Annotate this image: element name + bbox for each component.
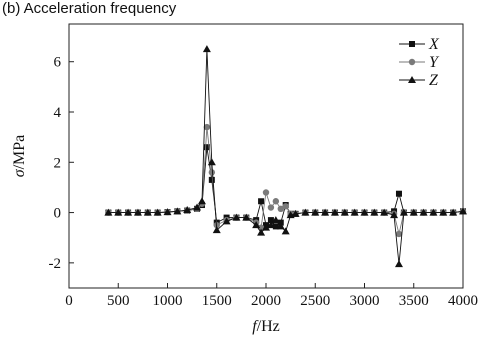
y-tick-label: 4: [54, 105, 62, 121]
data-point-z: [124, 208, 133, 216]
data-point-z: [350, 208, 359, 216]
data-point-x: [272, 223, 279, 230]
data-point-z: [222, 217, 231, 225]
legend-label: X: [428, 36, 440, 53]
chart-title: (b) Acceleration frequency: [2, 0, 177, 17]
series-y: [105, 123, 467, 238]
x-axis-unit: /Hz: [257, 318, 280, 335]
data-point-z: [252, 221, 261, 229]
data-point-z: [394, 260, 403, 268]
x-tick-label: 3000: [350, 293, 380, 309]
data-point-z: [340, 208, 349, 216]
x-tick-label: 500: [107, 293, 130, 309]
data-point-z: [114, 208, 123, 216]
y-axis-symbol: σ: [11, 168, 28, 177]
data-point-x: [208, 176, 215, 183]
data-point-z: [143, 208, 152, 216]
y-axis-title: σ/MPa: [11, 135, 28, 178]
legend-item-z: Z: [399, 72, 439, 89]
data-point-z: [439, 208, 448, 216]
legend: XYZ: [399, 36, 440, 89]
series-line-y: [108, 127, 464, 235]
data-point-z: [266, 221, 275, 229]
plot-area-border: [68, 23, 464, 289]
x-tick-label: 2500: [300, 293, 330, 309]
data-point-z: [399, 208, 408, 216]
data-point-y: [395, 230, 403, 238]
legend-label: Z: [429, 72, 439, 89]
data-point-z: [311, 208, 320, 216]
x-tick-label: 3500: [399, 293, 429, 309]
data-point-z: [133, 208, 142, 216]
data-point-z: [380, 208, 389, 216]
y-tick-label: 0: [54, 206, 62, 222]
data-point-z: [281, 227, 290, 235]
series-z: [104, 45, 467, 268]
data-point-y: [277, 205, 284, 212]
data-point-y: [267, 204, 275, 211]
plot-frame: [68, 23, 464, 289]
data-point-z: [202, 45, 211, 53]
data-point-z: [104, 208, 113, 216]
data-point-x: [258, 198, 265, 205]
data-point-z: [409, 208, 418, 216]
data-point-x: [395, 190, 402, 197]
data-point-z: [321, 208, 330, 216]
data-point-z: [163, 208, 172, 216]
data-point-y: [208, 169, 216, 176]
data-point-z: [291, 209, 300, 217]
legend-label: Y: [429, 54, 440, 71]
y-tick-label: -2: [49, 256, 62, 272]
data-point-z: [173, 207, 182, 215]
data-point-z: [242, 213, 251, 221]
series-group: [104, 45, 467, 268]
data-point-z: [197, 197, 206, 205]
data-point-z: [232, 213, 241, 221]
series-line-x: [108, 147, 464, 228]
y-axis-unit: /MPa: [11, 135, 28, 170]
data-point-y: [282, 203, 289, 210]
data-point-y: [203, 123, 211, 131]
data-point-x: [203, 144, 210, 151]
data-point-z: [449, 208, 458, 216]
axis-ticks: 0 500 1000 1500 2000 2500 3000 3500 4000 -2 0 2 4 6: [49, 55, 479, 309]
x-tick-label: 2000: [251, 293, 281, 309]
data-point-y: [272, 198, 280, 205]
data-point-z: [370, 208, 379, 216]
x-axis-symbol: f: [252, 318, 259, 335]
legend-marker: [408, 58, 416, 66]
data-point-x: [267, 217, 274, 224]
data-point-y: [257, 224, 265, 231]
data-point-z: [262, 223, 270, 231]
x-tick-label: 1500: [202, 293, 232, 309]
data-point-z: [459, 207, 467, 215]
data-point-z: [257, 228, 266, 236]
data-point-z: [419, 208, 428, 216]
data-point-z: [276, 222, 285, 230]
data-point-z: [301, 208, 310, 216]
data-point-z: [212, 226, 221, 234]
data-point-z: [330, 208, 339, 216]
legend-marker: [409, 41, 415, 47]
data-point-z: [429, 208, 438, 216]
data-point-z: [193, 203, 202, 211]
data-point-z: [390, 211, 399, 219]
series-x: [105, 144, 466, 230]
x-tick-label: 4000: [448, 293, 478, 309]
data-point-z: [271, 216, 280, 224]
data-point-y: [262, 189, 270, 196]
data-point-z: [153, 208, 162, 216]
x-tick-label: 1000: [153, 293, 183, 309]
legend-item-y: Y: [399, 54, 440, 71]
data-point-z: [207, 158, 216, 166]
legend-marker: [408, 76, 416, 83]
data-point-z: [360, 208, 369, 216]
x-axis-title: f/Hz: [252, 318, 280, 335]
y-tick-label: 2: [54, 155, 62, 171]
y-tick-label: 6: [54, 55, 62, 71]
legend-item-x: X: [399, 36, 440, 53]
data-point-z: [183, 206, 192, 214]
x-tick-label: 0: [65, 293, 73, 309]
